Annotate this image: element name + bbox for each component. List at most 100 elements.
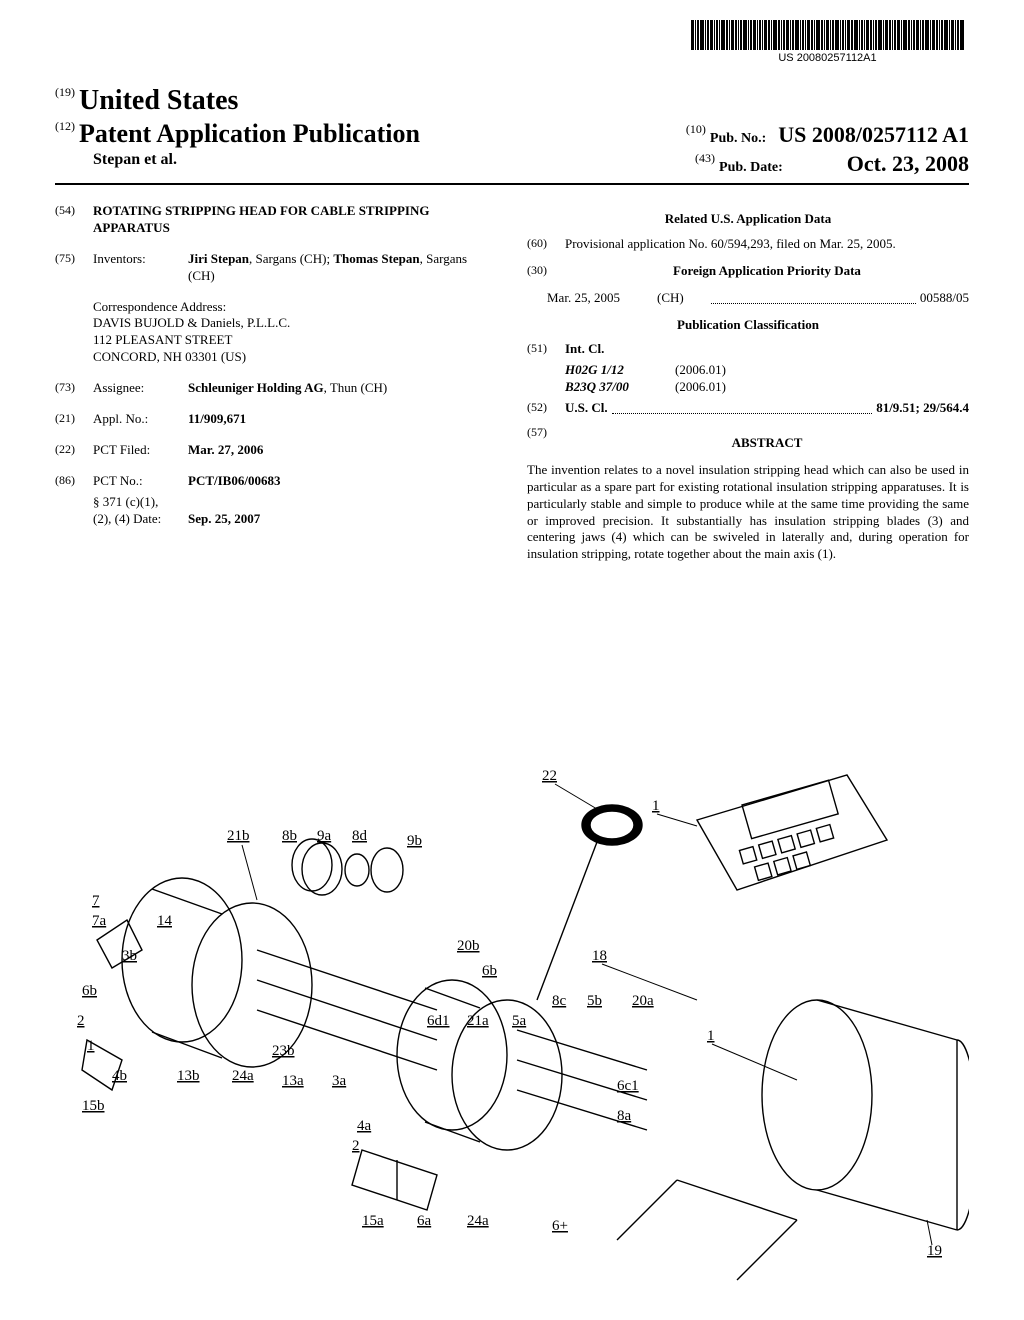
svg-text:3a: 3a [332, 1073, 347, 1089]
applno-label: Appl. No.: [93, 411, 188, 428]
svg-text:18: 18 [592, 948, 607, 964]
title-code: (54) [55, 203, 93, 237]
foreign-heading: Foreign Application Priority Data [565, 263, 969, 280]
pctno-val: PCT/IB06/00683 [188, 473, 280, 488]
code-10: (10) [686, 122, 706, 136]
svg-text:1: 1 [707, 1028, 715, 1044]
uscl-dots [612, 400, 873, 414]
svg-text:9b: 9b [407, 833, 422, 849]
svg-text:4b: 4b [112, 1068, 127, 1084]
authors: Stepan et al. [93, 151, 177, 177]
pctno-label: PCT No.: [93, 473, 188, 490]
class-heading: Publication Classification [527, 317, 969, 334]
svg-text:22: 22 [542, 768, 557, 784]
pub-date: Oct. 23, 2008 [847, 151, 969, 176]
applno-value: 11/909,671 [188, 411, 497, 428]
applno-val: 11/909,671 [188, 411, 246, 426]
svg-text:6d1: 6d1 [427, 1013, 450, 1029]
svg-text:2: 2 [352, 1138, 360, 1154]
correspondence: Correspondence Address: DAVIS BUJOLD & D… [93, 299, 497, 367]
right-column: Related U.S. Application Data (60) Provi… [527, 203, 969, 563]
abstract-heading: ABSTRACT [565, 435, 969, 452]
assignee-name: Schleuniger Holding AG [188, 380, 324, 395]
barcode-bars [691, 20, 964, 50]
intcl-item-code: B23Q 37/00 [565, 379, 675, 396]
svg-text:5a: 5a [512, 1013, 527, 1029]
barcode-text: US 20080257112A1 [691, 52, 964, 64]
svg-text:14: 14 [157, 913, 173, 929]
svg-text:9a: 9a [317, 828, 332, 844]
intcl-item: B23Q 37/00 (2006.01) [565, 379, 969, 396]
uscl-code: (52) [527, 400, 565, 417]
svg-text:15b: 15b [82, 1098, 105, 1114]
applno-code: (21) [55, 411, 93, 428]
publication-type: Patent Application Publication [79, 119, 420, 148]
svg-text:8b: 8b [282, 828, 297, 844]
svg-text:6a: 6a [417, 1213, 432, 1229]
svg-text:15a: 15a [362, 1213, 384, 1229]
intcl-list: H02G 1/12 (2006.01) B23Q 37/00 (2006.01) [565, 362, 969, 396]
s371-label-1: § 371 (c)(1), [93, 494, 188, 511]
foreign-dots [711, 290, 916, 304]
svg-text:8d: 8d [352, 828, 368, 844]
svg-text:20a: 20a [632, 993, 654, 1009]
svg-text:1: 1 [87, 1038, 95, 1054]
svg-text:3b: 3b [122, 948, 137, 964]
svg-text:8a: 8a [617, 1108, 632, 1124]
pctno-code: (86) [55, 473, 93, 490]
pctfiled-label: PCT Filed: [93, 442, 188, 459]
assignee-loc: , Thun (CH) [324, 380, 388, 395]
svg-text:21b: 21b [227, 828, 250, 844]
pctfiled-value: Mar. 27, 2006 [188, 442, 497, 459]
corr-line-1: DAVIS BUJOLD & Daniels, P.L.L.C. [93, 315, 497, 332]
pub-date-label: Pub. Date: [719, 160, 783, 175]
foreign-date: Mar. 25, 2005 [547, 290, 657, 307]
code-19: (19) [55, 85, 75, 99]
svg-text:6b: 6b [482, 963, 497, 979]
svg-text:5b: 5b [587, 993, 602, 1009]
intcl-item-code: H02G 1/12 [565, 362, 675, 379]
svg-text:13b: 13b [177, 1068, 200, 1084]
related-heading: Related U.S. Application Data [527, 211, 969, 228]
assignee-value: Schleuniger Holding AG, Thun (CH) [188, 380, 497, 397]
pctfiled-val: Mar. 27, 2006 [188, 442, 263, 457]
patent-figure: 22 1 21b 8b 9a 8d 9b 7 7a 14 3b 6b 20b 1… [55, 750, 969, 1290]
svg-text:8c: 8c [552, 993, 567, 1009]
country: United States [79, 85, 238, 116]
corr-line-2: 112 PLEASANT STREET [93, 332, 497, 349]
svg-text:21a: 21a [467, 1013, 489, 1029]
inventors-code: (75) [55, 251, 93, 285]
intcl-label: Int. Cl. [565, 341, 604, 356]
pctno-value: PCT/IB06/00683 [188, 473, 497, 490]
inventors-label: Inventors: [93, 251, 188, 285]
s371-value: Sep. 25, 2007 [188, 511, 497, 528]
inventors-value: Jiri Stepan, Sargans (CH); Thomas Stepan… [188, 251, 497, 285]
patent-title: ROTATING STRIPPING HEAD FOR CABLE STRIPP… [93, 203, 497, 237]
code-43: (43) [695, 151, 715, 165]
foreign-num: 00588/05 [920, 290, 969, 307]
uscl-value: 81/9.51; 29/564.4 [876, 400, 969, 417]
s371-label-2: (2), (4) Date: [93, 511, 188, 528]
prov-code: (60) [527, 236, 565, 253]
svg-text:6c1: 6c1 [617, 1078, 639, 1094]
left-column: (54) ROTATING STRIPPING HEAD FOR CABLE S… [55, 203, 497, 563]
assignee-label: Assignee: [93, 380, 188, 397]
svg-text:6b: 6b [82, 983, 97, 999]
pctfiled-code: (22) [55, 442, 93, 459]
svg-text:6+: 6+ [552, 1218, 568, 1234]
biblio-columns: (54) ROTATING STRIPPING HEAD FOR CABLE S… [55, 203, 969, 563]
header: (19) United States (12) Patent Applicati… [55, 85, 969, 185]
svg-text:13a: 13a [282, 1073, 304, 1089]
inventor-1: Jiri Stepan [188, 251, 249, 266]
figure-svg: 22 1 21b 8b 9a 8d 9b 7 7a 14 3b 6b 20b 1… [55, 750, 969, 1290]
s371-val: Sep. 25, 2007 [188, 511, 260, 526]
inventor-2: Thomas Stepan [333, 251, 419, 266]
svg-text:2: 2 [77, 1013, 85, 1029]
svg-text:19: 19 [927, 1243, 942, 1259]
code-12: (12) [55, 119, 75, 133]
corr-label: Correspondence Address: [93, 299, 497, 316]
svg-text:23b: 23b [272, 1043, 295, 1059]
foreign-code: (30) [527, 263, 565, 286]
svg-text:24a: 24a [232, 1068, 254, 1084]
prov-text: Provisional application No. 60/594,293, … [565, 236, 969, 253]
